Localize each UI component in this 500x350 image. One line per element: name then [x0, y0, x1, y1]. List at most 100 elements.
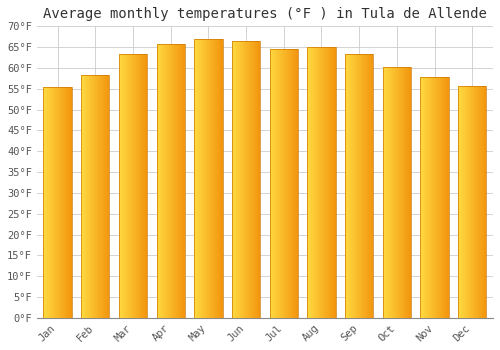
Bar: [101, 75, 102, 318]
Bar: [276, 49, 278, 318]
Bar: [395, 67, 396, 318]
Bar: [334, 47, 335, 318]
Bar: [136, 54, 137, 318]
Bar: [392, 67, 394, 318]
Bar: [480, 86, 481, 318]
Bar: [156, 44, 157, 318]
Bar: [84, 75, 86, 318]
Bar: [217, 39, 218, 318]
Bar: [62, 87, 63, 318]
Bar: [210, 39, 211, 318]
Bar: [335, 47, 336, 318]
Bar: [316, 47, 317, 318]
Bar: [208, 39, 209, 318]
Bar: [391, 67, 392, 318]
Bar: [481, 86, 482, 318]
Bar: [100, 75, 101, 318]
Bar: [390, 67, 391, 318]
Bar: [353, 54, 354, 318]
Bar: [291, 49, 292, 318]
Bar: [176, 44, 177, 318]
Bar: [132, 54, 133, 318]
Bar: [464, 86, 465, 318]
Bar: [383, 67, 384, 318]
Bar: [180, 44, 182, 318]
Bar: [296, 49, 297, 318]
Bar: [250, 41, 251, 318]
Bar: [465, 86, 466, 318]
Bar: [470, 86, 471, 318]
Bar: [218, 39, 219, 318]
Bar: [271, 49, 272, 318]
Bar: [138, 54, 140, 318]
Bar: [160, 44, 161, 318]
Bar: [462, 86, 463, 318]
Bar: [324, 47, 325, 318]
Bar: [368, 54, 369, 318]
Bar: [369, 54, 370, 318]
Bar: [297, 49, 298, 318]
Bar: [354, 54, 355, 318]
Bar: [182, 44, 184, 318]
Bar: [357, 54, 358, 318]
Bar: [362, 54, 364, 318]
Bar: [420, 77, 449, 318]
Bar: [104, 75, 105, 318]
Bar: [317, 47, 318, 318]
Bar: [273, 49, 274, 318]
Bar: [172, 44, 173, 318]
Bar: [89, 75, 90, 318]
Bar: [388, 67, 389, 318]
Bar: [207, 39, 208, 318]
Bar: [312, 47, 313, 318]
Bar: [103, 75, 104, 318]
Bar: [325, 47, 326, 318]
Bar: [99, 75, 100, 318]
Bar: [69, 87, 70, 318]
Bar: [386, 67, 387, 318]
Bar: [49, 87, 50, 318]
Bar: [253, 41, 254, 318]
Bar: [242, 41, 243, 318]
Bar: [179, 44, 180, 318]
Bar: [131, 54, 132, 318]
Bar: [209, 39, 210, 318]
Bar: [406, 67, 407, 318]
Bar: [137, 54, 138, 318]
Bar: [68, 87, 69, 318]
Bar: [355, 54, 356, 318]
Bar: [398, 67, 399, 318]
Bar: [94, 75, 96, 318]
Bar: [473, 86, 474, 318]
Bar: [315, 47, 316, 318]
Bar: [458, 86, 486, 318]
Bar: [214, 39, 216, 318]
Bar: [70, 87, 71, 318]
Bar: [135, 54, 136, 318]
Bar: [472, 86, 473, 318]
Bar: [320, 47, 321, 318]
Bar: [330, 47, 332, 318]
Bar: [119, 54, 120, 318]
Bar: [212, 39, 214, 318]
Bar: [284, 49, 285, 318]
Bar: [426, 77, 427, 318]
Bar: [401, 67, 402, 318]
Bar: [133, 54, 134, 318]
Bar: [283, 49, 284, 318]
Bar: [248, 41, 249, 318]
Bar: [211, 39, 212, 318]
Bar: [162, 44, 163, 318]
Bar: [145, 54, 146, 318]
Bar: [60, 87, 61, 318]
Bar: [140, 54, 141, 318]
Bar: [292, 49, 293, 318]
Bar: [399, 67, 400, 318]
Bar: [323, 47, 324, 318]
Bar: [484, 86, 485, 318]
Bar: [59, 87, 60, 318]
Bar: [243, 41, 244, 318]
Bar: [288, 49, 290, 318]
Bar: [408, 67, 409, 318]
Bar: [205, 39, 206, 318]
